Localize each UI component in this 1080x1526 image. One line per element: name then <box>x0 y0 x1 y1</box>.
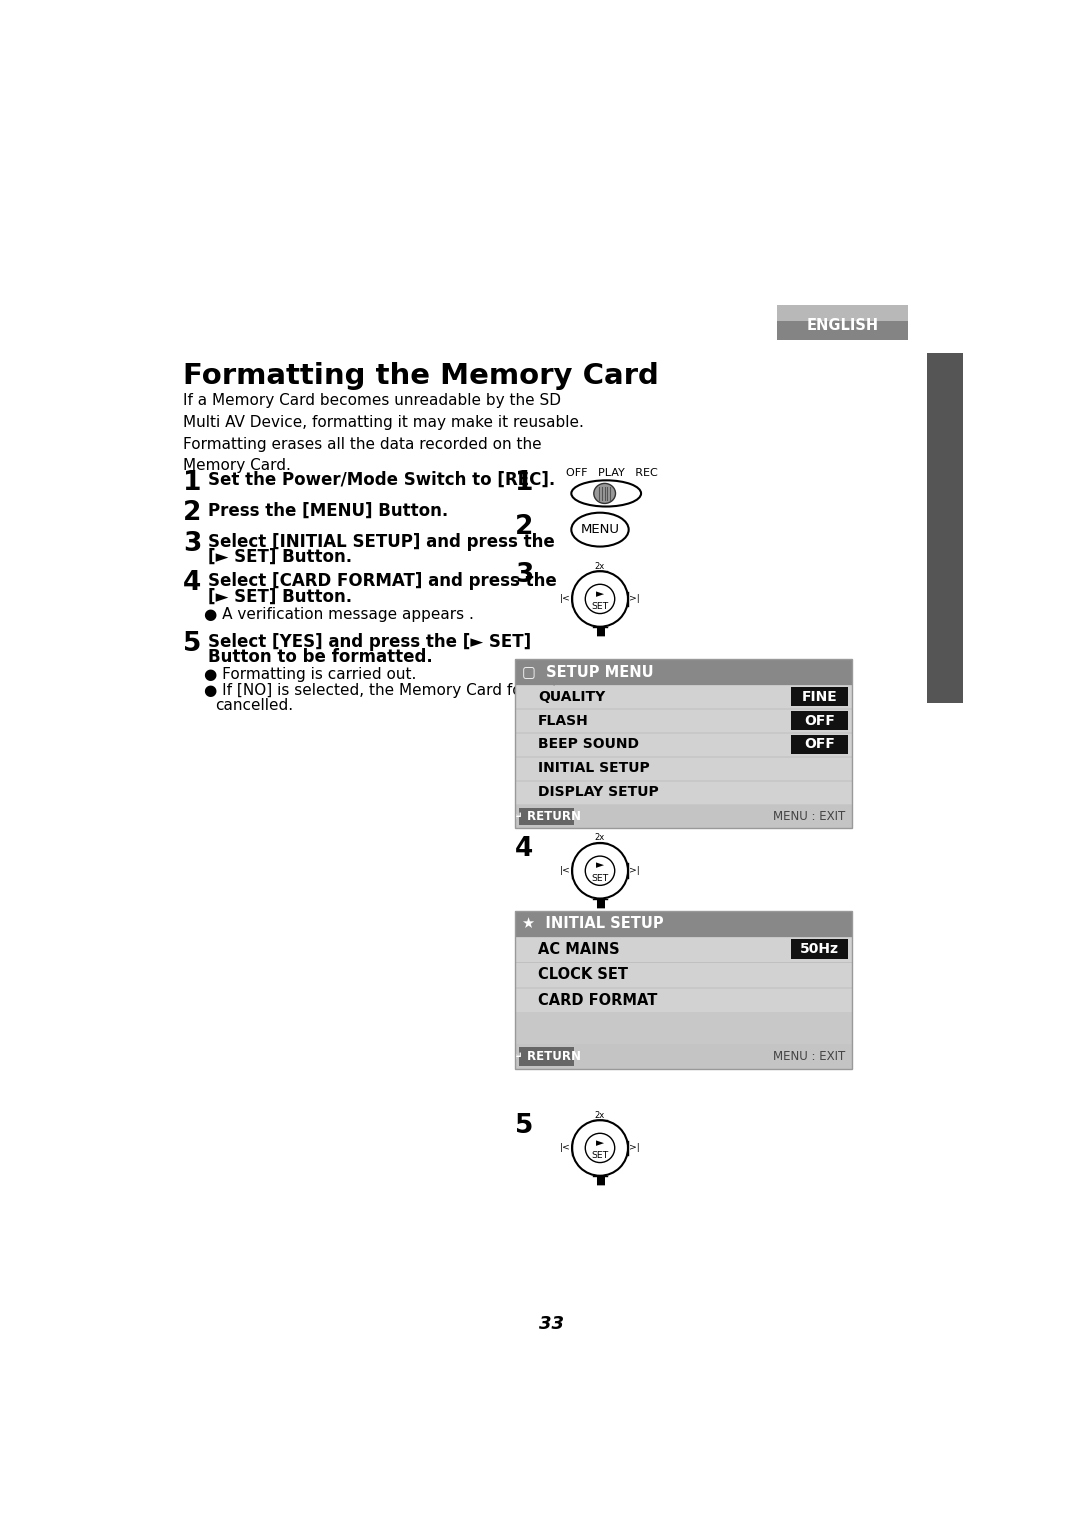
Bar <box>518 807 575 826</box>
Text: ↵ RETURN: ↵ RETURN <box>513 1050 581 1062</box>
Text: Select [YES] and press the [► SET]: Select [YES] and press the [► SET] <box>207 633 531 650</box>
Text: ● If [NO] is selected, the Memory Card format is: ● If [NO] is selected, the Memory Card f… <box>204 682 576 697</box>
Bar <box>777 305 908 340</box>
Text: ↵ RETURN: ↵ RETURN <box>513 810 581 823</box>
Text: ● Formatting is carried out.: ● Formatting is carried out. <box>204 667 417 682</box>
Bar <box>515 757 852 780</box>
Text: ►: ► <box>596 589 604 598</box>
Text: ● A verification message appears .: ● A verification message appears . <box>204 607 474 621</box>
Text: BEEP SOUND: BEEP SOUND <box>538 737 639 751</box>
Text: ■: ■ <box>595 1177 605 1186</box>
Bar <box>515 732 852 755</box>
Text: [► SET] Button.: [► SET] Button. <box>207 588 352 606</box>
Text: 2: 2 <box>183 501 202 526</box>
Text: ■: ■ <box>595 627 605 636</box>
Text: MENU: MENU <box>581 523 620 536</box>
Text: SET: SET <box>592 601 609 610</box>
Text: OFF: OFF <box>804 714 835 728</box>
Ellipse shape <box>594 484 616 504</box>
Text: 2: 2 <box>515 514 534 540</box>
Text: >|: >| <box>630 867 640 876</box>
Text: 3: 3 <box>515 562 534 588</box>
Text: 2x: 2x <box>595 1111 605 1120</box>
Text: CARD FORMAT: CARD FORMAT <box>538 992 658 1007</box>
Text: |<: |< <box>561 1143 570 1152</box>
Text: 1: 1 <box>183 470 202 496</box>
Bar <box>515 685 852 708</box>
Bar <box>777 320 908 340</box>
Bar <box>515 963 852 987</box>
Text: Button to be formatted.: Button to be formatted. <box>207 649 433 667</box>
Text: Press the [MENU] Button.: Press the [MENU] Button. <box>207 502 448 520</box>
Text: 2x: 2x <box>595 562 605 571</box>
Bar <box>515 1044 852 1070</box>
Text: 33: 33 <box>539 1315 565 1334</box>
Text: Set the Power/Mode Switch to [REC].: Set the Power/Mode Switch to [REC]. <box>207 472 555 490</box>
Text: CLOCK SET: CLOCK SET <box>538 967 627 983</box>
Text: OFF   PLAY   REC: OFF PLAY REC <box>566 468 658 478</box>
Text: ►: ► <box>596 1138 604 1148</box>
Bar <box>515 987 852 1012</box>
Text: FINE: FINE <box>801 690 837 703</box>
Text: ►: ► <box>596 861 604 871</box>
Text: ENGLISH: ENGLISH <box>807 317 879 333</box>
Bar <box>515 937 852 961</box>
Bar <box>515 710 852 732</box>
Text: [► SET] Button.: [► SET] Button. <box>207 548 352 566</box>
Bar <box>791 940 848 960</box>
Text: |<: |< <box>561 595 570 603</box>
Text: cancelled.: cancelled. <box>216 699 294 713</box>
Text: DISPLAY SETUP: DISPLAY SETUP <box>538 786 659 800</box>
Text: Formatting the Memory Card: Formatting the Memory Card <box>183 362 659 389</box>
Bar <box>791 711 848 729</box>
Text: 50Hz: 50Hz <box>800 942 839 957</box>
Bar <box>515 804 852 829</box>
Text: 5: 5 <box>183 632 202 658</box>
Text: Select [INITIAL SETUP] and press the: Select [INITIAL SETUP] and press the <box>207 533 555 551</box>
Text: >|: >| <box>630 595 640 603</box>
Text: 4: 4 <box>183 571 201 597</box>
Bar <box>515 781 852 804</box>
Text: SET: SET <box>592 1151 609 1160</box>
Text: INITIAL SETUP: INITIAL SETUP <box>538 761 650 775</box>
Text: If a Memory Card becomes unreadable by the SD
Multi AV Device, formatting it may: If a Memory Card becomes unreadable by t… <box>183 394 584 473</box>
Text: FLASH: FLASH <box>538 714 589 728</box>
Text: 5: 5 <box>515 1114 534 1140</box>
Text: ▢  SETUP MENU: ▢ SETUP MENU <box>523 664 654 679</box>
Bar <box>927 353 962 703</box>
Text: MENU : EXIT: MENU : EXIT <box>773 810 846 823</box>
Bar <box>518 1047 575 1067</box>
Text: ★  INITIAL SETUP: ★ INITIAL SETUP <box>523 916 664 931</box>
Bar <box>791 736 848 754</box>
Text: ■: ■ <box>595 899 605 908</box>
Text: >|: >| <box>630 1143 640 1152</box>
Text: MENU : EXIT: MENU : EXIT <box>773 1050 846 1062</box>
Text: 1: 1 <box>515 470 534 496</box>
Text: Select [CARD FORMAT] and press the: Select [CARD FORMAT] and press the <box>207 572 556 591</box>
Text: 2x: 2x <box>595 833 605 842</box>
Bar <box>515 659 852 829</box>
Text: AC MAINS: AC MAINS <box>538 942 620 957</box>
Text: OFF: OFF <box>804 737 835 751</box>
Bar <box>515 911 852 937</box>
Text: SET: SET <box>592 873 609 882</box>
Bar <box>515 1013 852 1044</box>
Bar <box>791 688 848 707</box>
Text: QUALITY: QUALITY <box>538 690 605 703</box>
Text: 3: 3 <box>183 531 202 557</box>
Bar <box>515 911 852 1070</box>
Text: |<: |< <box>561 867 570 876</box>
Bar <box>515 659 852 685</box>
Text: 4: 4 <box>515 836 534 862</box>
